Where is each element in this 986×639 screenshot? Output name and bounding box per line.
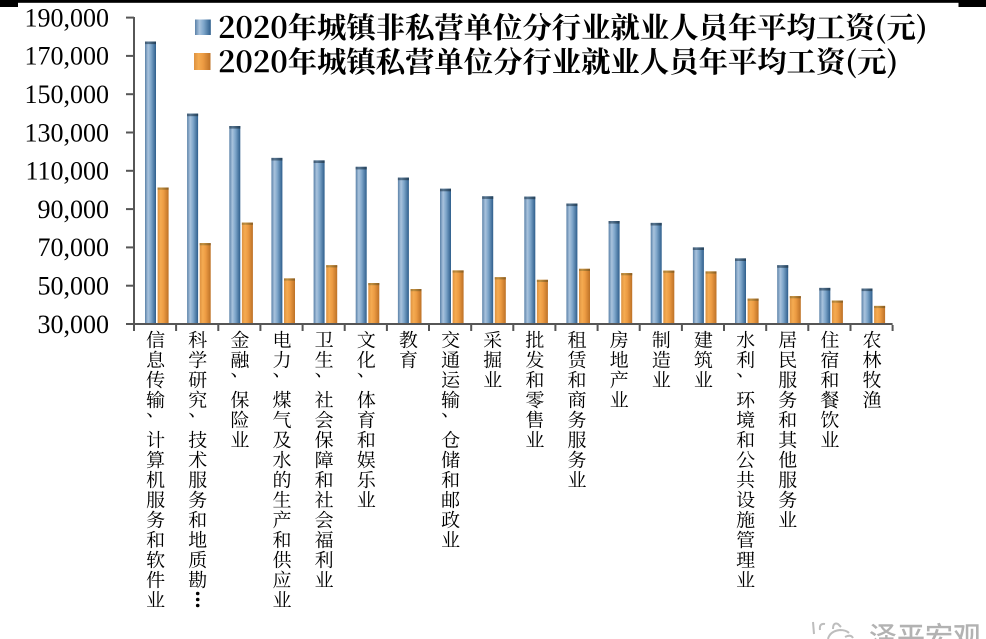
svg-text:30,000: 30,000 xyxy=(38,310,110,339)
svg-text:130,000: 130,000 xyxy=(25,118,110,147)
svg-text:90,000: 90,000 xyxy=(38,195,110,224)
svg-text:50,000: 50,000 xyxy=(38,272,110,301)
svg-text:170,000: 170,000 xyxy=(25,42,110,71)
svg-text:150,000: 150,000 xyxy=(25,80,110,109)
svg-text:190,000: 190,000 xyxy=(25,3,110,32)
svg-text:110,000: 110,000 xyxy=(25,157,109,186)
svg-text:70,000: 70,000 xyxy=(38,233,110,262)
